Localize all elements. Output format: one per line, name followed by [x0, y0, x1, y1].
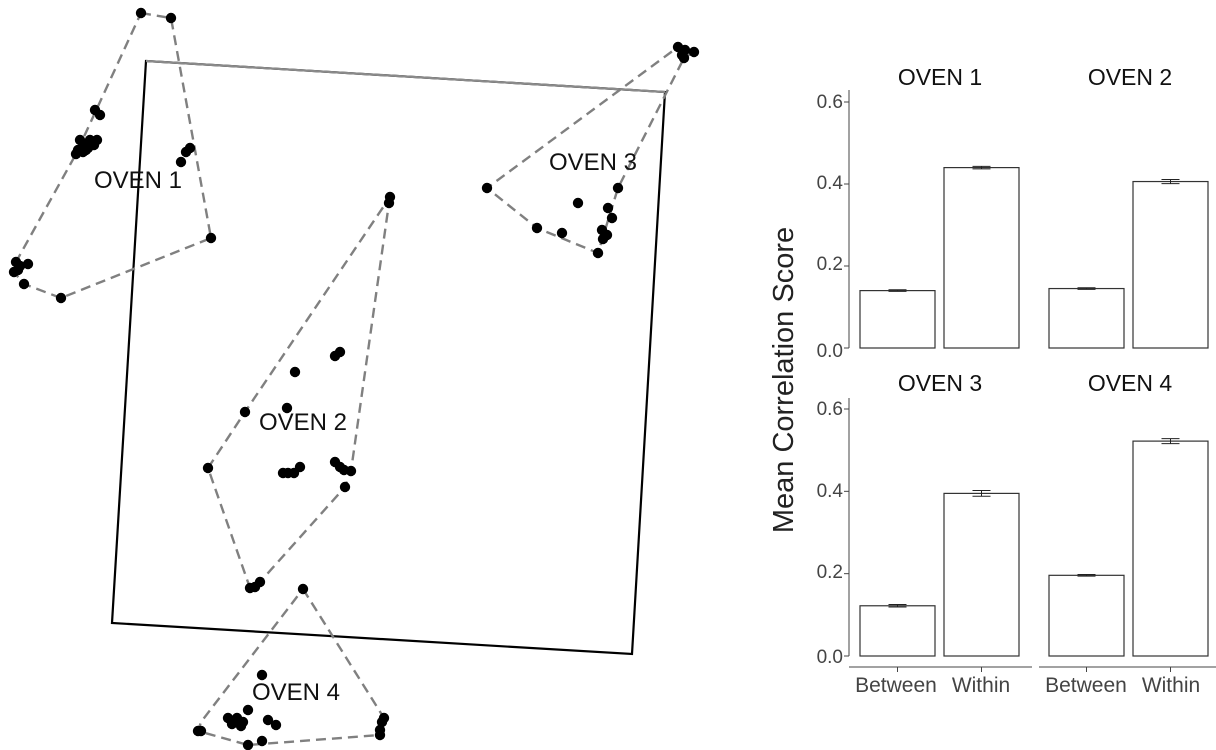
- error-bar-oven-4-within: [1161, 438, 1180, 445]
- point-oven-1-23: [18, 278, 30, 290]
- bar-oven-3-within: [943, 492, 1020, 657]
- point-oven-4-13: [374, 729, 386, 741]
- bar-oven-3-between: [859, 605, 936, 657]
- hull-layer: [12, 11, 697, 747]
- bar-oven-4-within: [1132, 440, 1209, 657]
- point-oven-4-11: [376, 716, 388, 728]
- y-tick-label-top-0: 0.0: [817, 341, 843, 362]
- point-oven-1-11: [88, 139, 100, 151]
- point-oven-1-17: [205, 232, 217, 244]
- point-oven-3-4: [678, 52, 690, 64]
- point-oven-4-16: [242, 739, 254, 750]
- point-oven-1-24: [55, 292, 67, 304]
- point-oven-2-15: [345, 465, 357, 477]
- y-tick-label-bottom-1: 0.2: [817, 562, 843, 583]
- point-oven-2-5: [281, 402, 293, 414]
- point-oven-1-15: [184, 142, 196, 154]
- point-oven-1-1: [165, 12, 177, 24]
- point-oven-2-3: [329, 350, 341, 362]
- point-oven-2-6: [239, 406, 251, 418]
- bar-oven-2-between: [1048, 287, 1125, 349]
- point-oven-2-11: [294, 461, 306, 473]
- point-oven-1-20: [22, 258, 34, 270]
- point-oven-4-6: [226, 718, 238, 730]
- point-oven-4-1: [256, 669, 268, 681]
- frame-outline-1: [145, 59, 666, 94]
- point-oven-1-22: [12, 264, 24, 276]
- y-tick-label-bottom-3: 0.6: [817, 399, 843, 420]
- point-oven-2-1: [383, 197, 395, 209]
- point-oven-4-7: [235, 720, 247, 732]
- error-bar-oven-2-within: [1161, 178, 1180, 185]
- point-oven-1-16: [175, 156, 187, 168]
- x-tick-label-right-within: Within: [1142, 674, 1200, 697]
- y-tick-label-top-2: 0.4: [817, 173, 844, 194]
- panel-title-oven-4: OVEN 4: [1088, 370, 1173, 396]
- point-oven-3-2: [688, 46, 700, 58]
- point-oven-1-0: [135, 7, 147, 19]
- point-oven-4-8: [262, 714, 274, 726]
- hull-oven-1: [12, 11, 213, 300]
- point-oven-4-2: [242, 704, 254, 716]
- point-oven-3-13: [556, 227, 568, 239]
- point-oven-4-15: [192, 725, 204, 737]
- hull-oven-2: [206, 196, 392, 590]
- axis-layer: [844, 90, 1216, 672]
- point-oven-4-0: [297, 583, 309, 595]
- error-bar-oven-3-within: [972, 490, 991, 497]
- point-oven-3-7: [602, 202, 614, 214]
- point-oven-2-19: [244, 582, 256, 594]
- y-axis-label: Mean Correlation Score: [768, 227, 800, 533]
- bar-oven-4-between: [1048, 574, 1125, 657]
- y-tick-label-top-3: 0.6: [817, 92, 843, 113]
- point-oven-3-6: [572, 197, 584, 209]
- bar-layer: [859, 165, 1209, 657]
- group-label-oven-3: OVEN 3: [549, 149, 637, 176]
- scatter-plot: OVEN 1 OVEN 2 OVEN 3 OVEN 4: [8, 7, 700, 750]
- point-oven-2-7: [202, 462, 214, 474]
- panel-title-oven-1: OVEN 1: [898, 64, 982, 90]
- panel-title-oven-2: OVEN 2: [1088, 64, 1172, 90]
- point-oven-2-4: [289, 366, 301, 378]
- y-tick-label-top-1: 0.2: [817, 254, 843, 275]
- x-tick-label-right-between: Between: [1045, 674, 1127, 697]
- x-tick-label-left-between: Between: [855, 674, 937, 697]
- point-oven-1-12: [70, 148, 82, 160]
- y-tick-label-bottom-0: 0.0: [817, 647, 843, 668]
- bar-chart: Mean Correlation Score OVEN 1 OVEN 2 OVE…: [768, 64, 1216, 697]
- bar-oven-1-between: [859, 290, 936, 349]
- point-oven-3-15: [481, 182, 493, 194]
- bar-oven-2-within: [1132, 180, 1209, 349]
- point-oven-3-14: [592, 247, 604, 259]
- frame-layer: [110, 59, 667, 656]
- bar-oven-1-within: [943, 167, 1020, 349]
- error-bar-oven-4-between: [1077, 573, 1096, 577]
- group-labels: OVEN 1 OVEN 2 OVEN 3 OVEN 4: [94, 149, 637, 706]
- y-tick-label-bottom-2: 0.4: [817, 481, 844, 502]
- point-layer: [8, 7, 700, 750]
- point-oven-4-9: [270, 719, 282, 731]
- error-bar-oven-1-between: [888, 289, 907, 292]
- point-oven-3-5: [612, 182, 624, 194]
- group-label-oven-1: OVEN 1: [94, 167, 182, 194]
- point-oven-1-3: [94, 109, 106, 121]
- group-label-oven-2: OVEN 2: [259, 409, 347, 436]
- point-oven-1-13: [80, 144, 92, 156]
- error-bar-oven-2-between: [1077, 287, 1096, 290]
- error-bar-oven-3-between: [888, 604, 907, 608]
- point-oven-3-11: [597, 233, 609, 245]
- group-label-oven-4: OVEN 4: [252, 679, 340, 706]
- point-oven-3-12: [531, 222, 543, 234]
- error-bar-oven-1-within: [972, 165, 991, 170]
- point-oven-3-8: [606, 212, 618, 224]
- point-oven-2-16: [339, 481, 351, 493]
- panel-title-oven-3: OVEN 3: [898, 370, 982, 396]
- x-tick-label-left-within: Within: [952, 674, 1010, 697]
- point-oven-4-17: [256, 735, 268, 747]
